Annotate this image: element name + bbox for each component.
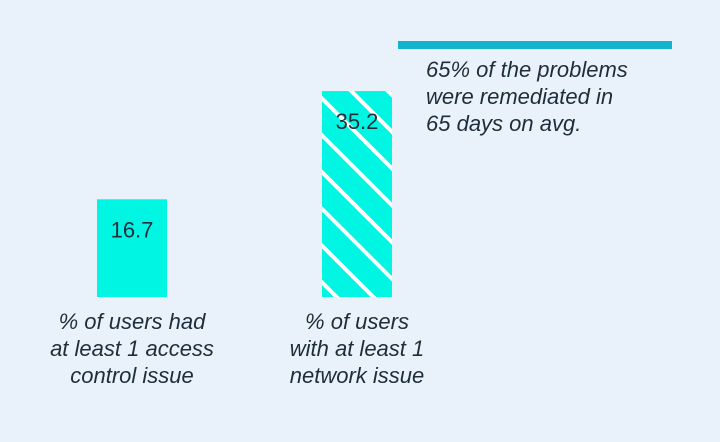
remediation-annotation: 65% of the problems were remediated in 6…	[426, 57, 628, 136]
bar-category-label-network: % of users with at least 1 network issue	[289, 309, 425, 388]
bar-value-label: 16.7	[111, 217, 154, 242]
annotation-accent-bar	[398, 41, 672, 49]
bar-network	[322, 91, 392, 297]
bar-access-control	[97, 199, 167, 297]
bar-value-label: 35.2	[336, 109, 379, 134]
bar-category-label-access-control: % of users had at least 1 access control…	[50, 309, 214, 388]
